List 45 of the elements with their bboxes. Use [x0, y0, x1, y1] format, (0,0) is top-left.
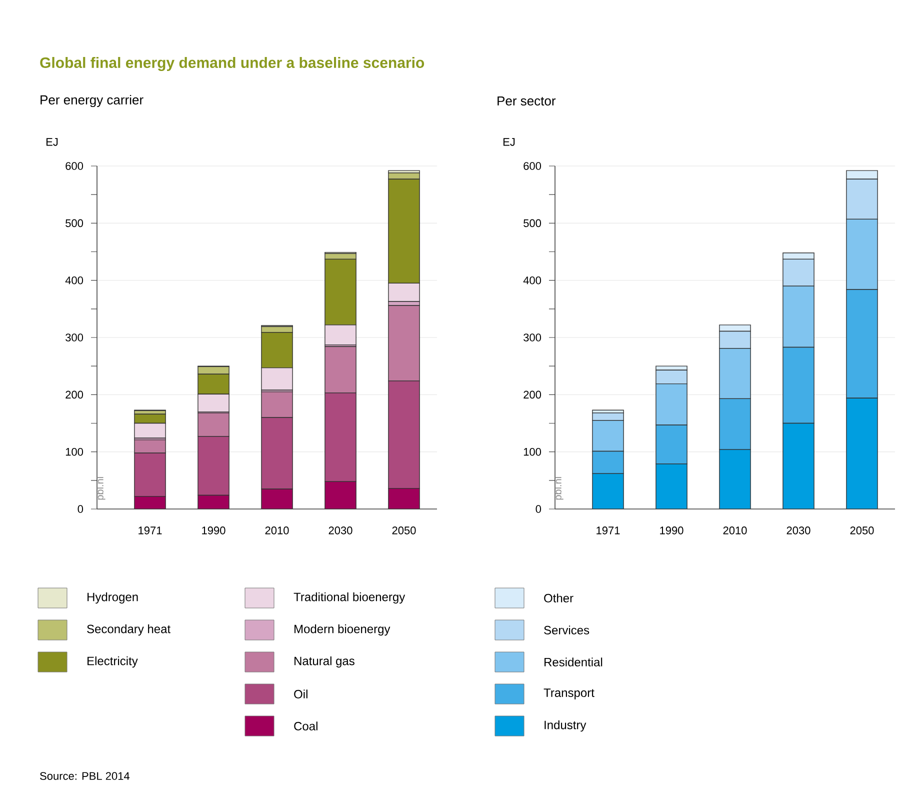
legend-label: Modern bioenergy: [294, 624, 390, 636]
x-tick-label: 2050: [392, 526, 416, 534]
legend-label: Hydrogen: [88, 592, 138, 604]
y-tick-label: 500: [524, 219, 542, 228]
x-tick-label: 2010: [723, 526, 747, 534]
legend-label: Industry: [544, 720, 586, 732]
y-tick-label: 0: [536, 505, 542, 513]
y-tick-label: 300: [524, 334, 542, 342]
legend-label: Residential: [544, 658, 602, 666]
y-tick-label: 600: [66, 162, 84, 170]
x-tick-label: 1990: [202, 526, 226, 534]
x-tick-label: 2030: [328, 526, 352, 534]
annotation: pbl.nl: [554, 477, 564, 500]
y-axis-title: EJ: [503, 138, 515, 146]
legend-label: Secondary heat: [87, 624, 170, 636]
x-tick-label: 1971: [138, 526, 162, 534]
x-tick-label: 1990: [660, 526, 684, 534]
y-tick-label: 0: [78, 505, 84, 513]
y-tick-label: 500: [66, 219, 84, 228]
y-tick-label: 100: [66, 448, 84, 456]
y-axis-title: EJ: [46, 138, 58, 146]
y-tick-label: 100: [524, 448, 542, 456]
legend-label: Natural gas: [294, 656, 354, 668]
x-tick-label: 2010: [265, 526, 289, 534]
x-tick-label: 1971: [596, 526, 620, 534]
source-note: Source: PBL 2014: [40, 772, 130, 780]
y-tick-label: 300: [66, 334, 84, 342]
annotation: pbl.nl: [96, 477, 106, 500]
legend-label: Transport: [544, 688, 594, 700]
y-tick-label: 200: [66, 390, 84, 399]
y-tick-label: 400: [65, 276, 84, 284]
y-tick-label: 600: [524, 162, 542, 170]
chart-subtitle: Per energy carrier: [40, 94, 144, 108]
chart-title: Global final energy demand under a baseline scenario: [40, 56, 424, 72]
x-tick-label: 2050: [850, 526, 874, 534]
legend-label: Electricity: [88, 656, 138, 668]
legend-label: Services: [544, 626, 590, 634]
y-tick-label: 400: [523, 276, 542, 284]
legend-label: Oil: [294, 690, 308, 698]
legend-label: Other: [544, 594, 574, 602]
legend-label: Traditional bioenergy: [294, 592, 406, 604]
y-tick-label: 200: [524, 390, 542, 399]
x-tick-label: 2030: [786, 526, 810, 534]
chart-subtitle: Per sector: [498, 96, 556, 106]
legend-label: Coal: [294, 722, 318, 730]
